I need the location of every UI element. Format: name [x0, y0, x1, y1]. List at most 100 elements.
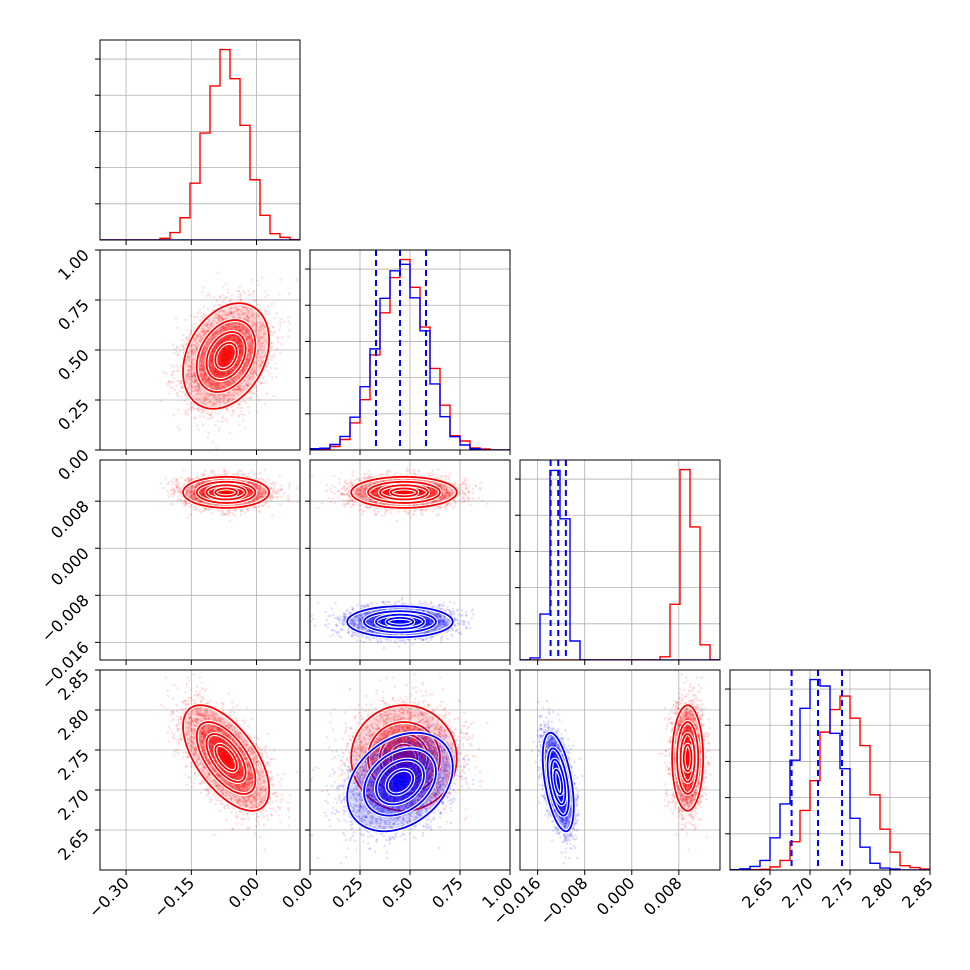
- sample-point: [238, 290, 240, 292]
- sample-point: [241, 407, 243, 409]
- sample-point: [210, 417, 212, 419]
- sample-point: [220, 421, 222, 423]
- sample-point: [271, 303, 273, 305]
- sample-point: [217, 271, 219, 273]
- sample-point: [222, 294, 224, 296]
- sample-point: [176, 354, 178, 356]
- sample-point: [211, 411, 213, 413]
- sample-point: [227, 292, 229, 294]
- sample-point: [273, 395, 275, 397]
- sample-point: [232, 412, 234, 414]
- sample-point: [171, 374, 173, 376]
- sample-point: [173, 366, 175, 368]
- sample-point: [278, 293, 280, 295]
- sample-point: [261, 277, 263, 279]
- sample-point: [269, 322, 271, 324]
- sample-point: [264, 313, 266, 315]
- sample-point: [237, 296, 239, 298]
- sample-point: [173, 352, 175, 354]
- sample-point: [279, 352, 281, 354]
- sample-point: [189, 404, 191, 406]
- sample-point: [225, 418, 227, 420]
- sample-point: [197, 408, 199, 410]
- sample-point: [219, 295, 221, 297]
- sample-point: [167, 384, 169, 386]
- sample-point: [194, 323, 196, 325]
- sample-point: [162, 371, 164, 373]
- sample-point: [287, 316, 289, 318]
- sample-point: [199, 309, 201, 311]
- sample-point: [272, 326, 274, 328]
- sample-point: [251, 279, 253, 281]
- sample-point: [194, 417, 196, 419]
- sample-point: [240, 413, 242, 415]
- sample-point: [250, 397, 252, 399]
- sample-point: [268, 313, 270, 315]
- sample-point: [258, 284, 260, 286]
- sample-point: [231, 294, 233, 296]
- sample-point: [182, 339, 184, 341]
- sample-point: [289, 323, 291, 325]
- sample-point: [281, 336, 283, 338]
- sample-point: [269, 373, 271, 375]
- sample-point: [207, 418, 209, 420]
- sample-point: [256, 411, 258, 413]
- sample-point: [213, 305, 215, 307]
- sample-point: [238, 403, 240, 405]
- sample-point: [255, 387, 257, 389]
- sample-point: [238, 424, 240, 426]
- sample-point: [183, 348, 185, 350]
- sample-point: [264, 291, 266, 293]
- sample-point: [168, 380, 170, 382]
- sample-point: [202, 423, 204, 425]
- sample-point: [189, 407, 191, 409]
- sample-point: [240, 294, 242, 296]
- sample-point: [272, 332, 274, 334]
- sample-point: [267, 305, 269, 307]
- sample-point: [231, 414, 233, 416]
- sample-point: [222, 301, 224, 303]
- sample-point: [170, 386, 172, 388]
- sample-point: [186, 336, 188, 338]
- sample-point: [207, 307, 209, 309]
- sample-point: [202, 313, 204, 315]
- sample-point: [197, 312, 199, 314]
- panel-0-0: [95, 40, 348, 245]
- sample-point: [190, 330, 192, 332]
- sample-point: [272, 356, 274, 358]
- sample-point: [188, 336, 190, 338]
- sample-point: [258, 399, 260, 401]
- sample-point: [287, 335, 289, 337]
- sample-point: [276, 348, 278, 350]
- sample-point: [266, 393, 268, 395]
- sample-point: [227, 288, 229, 290]
- sample-point: [177, 409, 179, 411]
- sample-point: [171, 371, 173, 373]
- sample-point: [222, 286, 224, 288]
- sample-point: [223, 420, 225, 422]
- sample-point: [191, 325, 193, 327]
- sample-point: [183, 346, 185, 348]
- sample-point: [248, 294, 250, 296]
- sample-point: [196, 316, 198, 318]
- sample-point: [208, 295, 210, 297]
- sample-point: [182, 334, 184, 336]
- sample-point: [173, 381, 175, 383]
- sample-point: [243, 400, 245, 402]
- sample-point: [244, 426, 246, 428]
- sample-point: [264, 403, 266, 405]
- sample-point: [160, 400, 162, 402]
- sample-point: [279, 279, 281, 281]
- sample-point: [288, 293, 290, 295]
- sample-point: [247, 290, 249, 292]
- sample-point: [173, 348, 175, 350]
- sample-point: [217, 420, 219, 422]
- sample-point: [208, 293, 210, 295]
- sample-point: [273, 354, 275, 356]
- sample-point: [199, 415, 201, 417]
- sample-point: [240, 410, 242, 412]
- sample-point: [232, 409, 234, 411]
- sample-point: [273, 317, 275, 319]
- sample-point: [257, 280, 259, 282]
- sample-point: [279, 321, 281, 323]
